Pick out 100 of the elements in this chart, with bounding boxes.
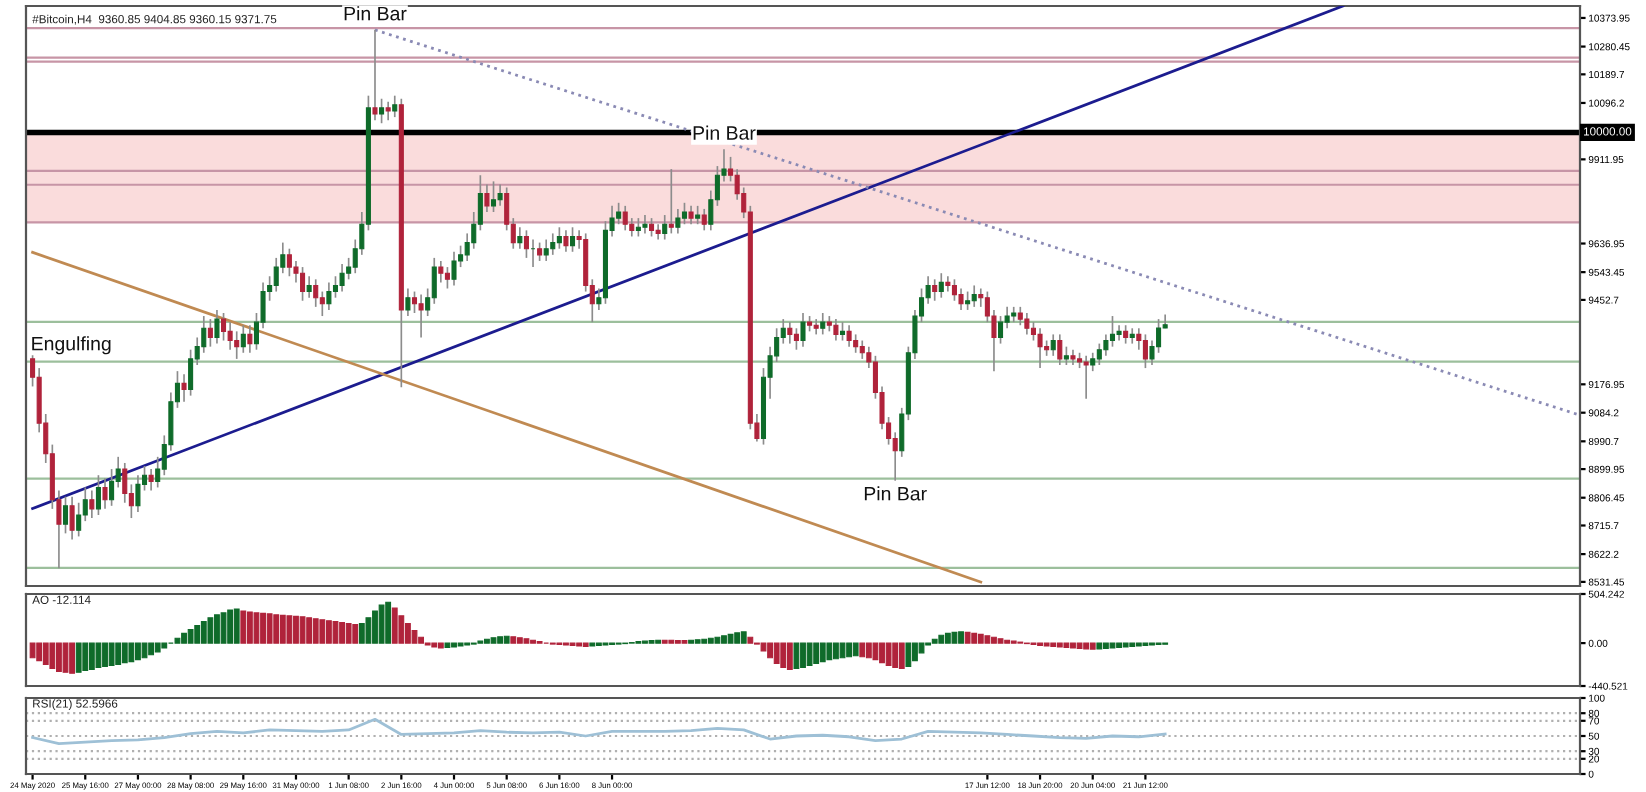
bar [332, 621, 339, 644]
bar [898, 642, 905, 669]
candlestick [859, 339, 865, 360]
bar [325, 620, 332, 644]
candlestick [62, 495, 69, 535]
bar [879, 642, 885, 664]
bar [793, 642, 800, 669]
bar [852, 642, 859, 657]
bar [780, 642, 787, 669]
bar [214, 614, 220, 644]
candlestick [938, 272, 944, 299]
candlestick [339, 263, 345, 293]
bar [55, 642, 62, 672]
bar [918, 642, 925, 654]
candlestick [379, 97, 385, 125]
bar [747, 636, 754, 644]
bar [207, 617, 214, 644]
bar [839, 642, 846, 659]
candlestick [833, 318, 839, 342]
bar [385, 601, 392, 644]
bar [1076, 642, 1083, 650]
candlestick [405, 287, 411, 317]
candlestick [451, 250, 457, 287]
bar [997, 638, 1004, 644]
bar [740, 631, 747, 644]
bar [958, 631, 964, 644]
bar [378, 604, 385, 644]
bar [707, 637, 714, 644]
bar [760, 642, 767, 652]
candlestick [148, 468, 154, 492]
candlestick [247, 324, 253, 354]
bar [865, 642, 872, 659]
candlestick [306, 275, 312, 299]
candlestick [853, 333, 859, 354]
candlestick [444, 266, 450, 290]
bar [523, 638, 530, 644]
bar [161, 642, 168, 649]
bar [912, 642, 918, 662]
bar [352, 624, 359, 644]
bar [411, 629, 418, 644]
bar [141, 642, 148, 659]
bar [1096, 642, 1103, 650]
bar [181, 632, 187, 644]
candlestick [1129, 327, 1135, 345]
candlestick [517, 226, 523, 250]
bar [503, 635, 510, 644]
candlestick [523, 229, 529, 259]
bar [115, 642, 122, 666]
bar [246, 611, 253, 644]
candlestick [655, 223, 661, 241]
bar [312, 618, 319, 644]
candlestick [313, 278, 319, 308]
candlestick [1057, 333, 1063, 366]
candlestick [1063, 345, 1069, 366]
candlestick [181, 373, 187, 403]
bar [418, 636, 425, 644]
candlestick [998, 315, 1004, 345]
candlestick [286, 247, 292, 278]
candlestick [240, 324, 246, 354]
candlestick [681, 201, 688, 226]
bar [49, 642, 56, 669]
candlestick [214, 309, 220, 345]
candlestick [227, 321, 233, 351]
bar [286, 615, 293, 644]
bar [273, 614, 280, 644]
candlestick [438, 260, 444, 284]
candlestick [701, 208, 707, 232]
candlestick [1004, 306, 1010, 330]
bar [892, 642, 899, 669]
bar [42, 642, 49, 666]
candlestick [1050, 333, 1056, 357]
candlestick [1037, 327, 1043, 369]
candlestick [570, 226, 576, 253]
candlestick [1109, 315, 1116, 348]
candlestick [326, 281, 332, 311]
bar [69, 642, 76, 674]
bar [964, 631, 971, 644]
bar [1116, 642, 1122, 649]
bar [233, 608, 240, 644]
candlestick [642, 214, 648, 235]
candlestick [556, 226, 562, 250]
candlestick [543, 238, 549, 262]
bar [721, 635, 727, 644]
candlestick [932, 278, 938, 302]
candlestick [649, 217, 655, 238]
candlestick [971, 284, 977, 308]
candlestick [945, 275, 951, 293]
candlestick [688, 205, 694, 226]
bar [200, 621, 207, 644]
candlestick [490, 180, 497, 213]
bar [148, 642, 155, 656]
candlestick [69, 495, 75, 541]
bar [194, 625, 201, 644]
bar [1089, 642, 1096, 650]
bar [372, 610, 378, 644]
bar [859, 642, 866, 658]
line-series [31, 717, 1167, 745]
bar [951, 631, 958, 644]
candlestick [89, 489, 95, 519]
bar [121, 642, 128, 664]
